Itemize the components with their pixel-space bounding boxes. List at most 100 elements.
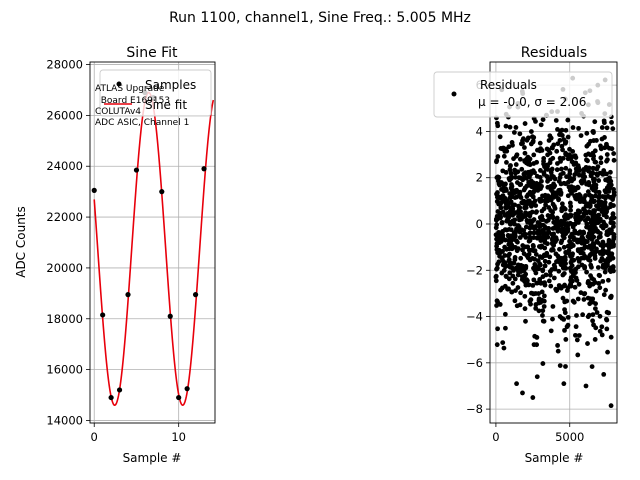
residual-point <box>580 197 586 202</box>
residual-point <box>517 264 523 270</box>
residual-point <box>503 123 509 129</box>
residual-point <box>594 310 600 315</box>
residual-point <box>573 230 579 236</box>
residuals-legend: Residuals μ = -0.0, σ = 2.06 <box>433 71 613 118</box>
residual-point <box>530 256 535 261</box>
residual-point <box>598 155 604 161</box>
residual-point <box>547 254 553 260</box>
residual-point <box>512 233 518 239</box>
residual-point <box>533 270 539 276</box>
residual-point <box>501 345 507 351</box>
residual-point <box>599 332 605 338</box>
residual-point <box>518 290 523 296</box>
residual-outlier-point <box>534 374 540 380</box>
residual-point <box>508 227 514 233</box>
residual-point <box>522 213 528 219</box>
residual-point <box>586 168 591 174</box>
residual-point <box>593 301 598 307</box>
residual-point <box>598 146 604 152</box>
residuals-plot-area <box>493 75 617 409</box>
legend-samples-marker <box>116 81 122 87</box>
residual-point <box>563 337 569 342</box>
residual-point <box>561 180 567 186</box>
residual-point <box>512 202 518 208</box>
residual-point <box>531 152 537 158</box>
residual-point <box>608 293 614 299</box>
residual-point <box>545 167 551 172</box>
residual-point <box>540 237 546 243</box>
residual-point <box>540 117 546 122</box>
residual-point <box>559 201 565 207</box>
sine-fit-ytick-label: 24000 <box>46 159 83 173</box>
residual-point <box>512 276 518 282</box>
sine-fit-plot: Sine Fit 14000 16000 18000 20000 22000 24000 2… <box>14 45 216 465</box>
residual-point <box>541 304 547 309</box>
residual-point <box>548 135 554 141</box>
residual-point <box>545 193 551 199</box>
residual-point <box>565 193 571 199</box>
sample-point <box>108 394 114 401</box>
residual-point <box>520 232 526 238</box>
annotation-line-2: Board E169153 <box>95 96 170 106</box>
residual-point <box>527 231 532 237</box>
residual-point <box>587 258 593 264</box>
residual-point <box>546 278 552 284</box>
residual-point <box>499 220 505 226</box>
residual-point <box>545 234 551 240</box>
residual-point <box>539 214 545 219</box>
residual-point <box>530 194 536 200</box>
residual-point <box>588 198 594 204</box>
residual-point <box>600 171 606 177</box>
residual-point <box>507 270 513 276</box>
residual-point <box>611 243 616 249</box>
residual-point <box>589 185 595 191</box>
sine-fit-ytick-label: 16000 <box>46 363 83 377</box>
residual-point <box>539 289 545 295</box>
residual-point <box>571 176 577 181</box>
residual-point <box>597 273 603 279</box>
residual-point <box>602 199 608 205</box>
residual-point <box>611 157 617 163</box>
residual-point <box>584 143 590 149</box>
residual-point <box>515 239 520 245</box>
residual-point <box>588 210 594 216</box>
residual-point <box>536 182 542 187</box>
sample-point <box>91 187 97 193</box>
residual-point <box>554 215 560 221</box>
residual-point <box>565 223 571 229</box>
residual-point <box>590 318 596 324</box>
residual-point <box>537 140 543 146</box>
residual-point <box>522 150 528 156</box>
residual-point <box>587 253 592 259</box>
residual-point <box>592 250 598 256</box>
residual-point <box>495 123 501 129</box>
residual-point <box>548 197 554 203</box>
sine-fit-xlabel: Sample # <box>123 451 182 465</box>
residual-point <box>509 207 515 213</box>
residual-point <box>494 247 500 252</box>
figure-suptitle: Run 1100, channel1, Sine Freq.: 5.005 MH… <box>169 10 471 26</box>
residual-point <box>506 201 511 207</box>
residual-point <box>590 128 596 134</box>
residual-point <box>555 225 561 231</box>
residual-point <box>568 253 573 259</box>
residual-point <box>591 153 597 159</box>
residual-point <box>595 265 601 270</box>
residual-point <box>510 218 516 224</box>
residual-point <box>495 209 501 214</box>
residual-point <box>571 188 577 193</box>
residual-point <box>502 148 508 154</box>
residual-point <box>531 342 537 348</box>
residual-point <box>514 226 519 232</box>
residual-point <box>592 306 598 311</box>
residual-point <box>507 167 513 173</box>
residual-point <box>611 190 617 195</box>
residual-point <box>514 194 519 200</box>
residual-point <box>582 291 588 296</box>
sample-point <box>192 292 199 298</box>
residual-point <box>573 211 579 217</box>
residual-point <box>515 272 521 278</box>
residual-point <box>540 308 546 314</box>
residual-point <box>606 252 612 258</box>
residual-point <box>538 197 544 203</box>
